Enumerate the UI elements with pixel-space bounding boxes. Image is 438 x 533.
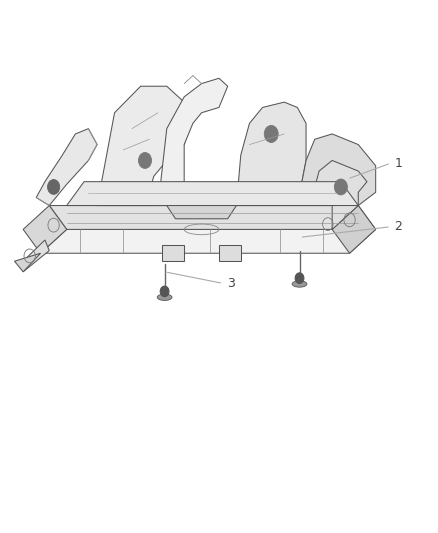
Text: 1: 1 bbox=[394, 157, 402, 169]
Ellipse shape bbox=[292, 281, 307, 287]
Polygon shape bbox=[162, 245, 184, 261]
Circle shape bbox=[160, 286, 169, 297]
Circle shape bbox=[47, 180, 60, 195]
Polygon shape bbox=[97, 86, 193, 206]
Circle shape bbox=[334, 179, 347, 195]
Text: 3: 3 bbox=[227, 277, 235, 290]
Polygon shape bbox=[23, 240, 49, 272]
Polygon shape bbox=[167, 206, 237, 219]
Polygon shape bbox=[23, 206, 67, 253]
Circle shape bbox=[138, 152, 152, 168]
Polygon shape bbox=[41, 229, 376, 253]
Circle shape bbox=[295, 273, 304, 284]
Polygon shape bbox=[297, 134, 376, 206]
Polygon shape bbox=[219, 245, 241, 261]
Polygon shape bbox=[14, 253, 41, 272]
Polygon shape bbox=[315, 160, 367, 229]
Text: 2: 2 bbox=[394, 220, 402, 233]
Polygon shape bbox=[49, 206, 376, 229]
Polygon shape bbox=[36, 128, 97, 206]
Polygon shape bbox=[237, 102, 306, 206]
Ellipse shape bbox=[157, 294, 172, 301]
Polygon shape bbox=[332, 206, 376, 253]
Polygon shape bbox=[158, 78, 228, 206]
Polygon shape bbox=[97, 198, 167, 206]
Polygon shape bbox=[67, 182, 358, 206]
Circle shape bbox=[264, 125, 278, 142]
